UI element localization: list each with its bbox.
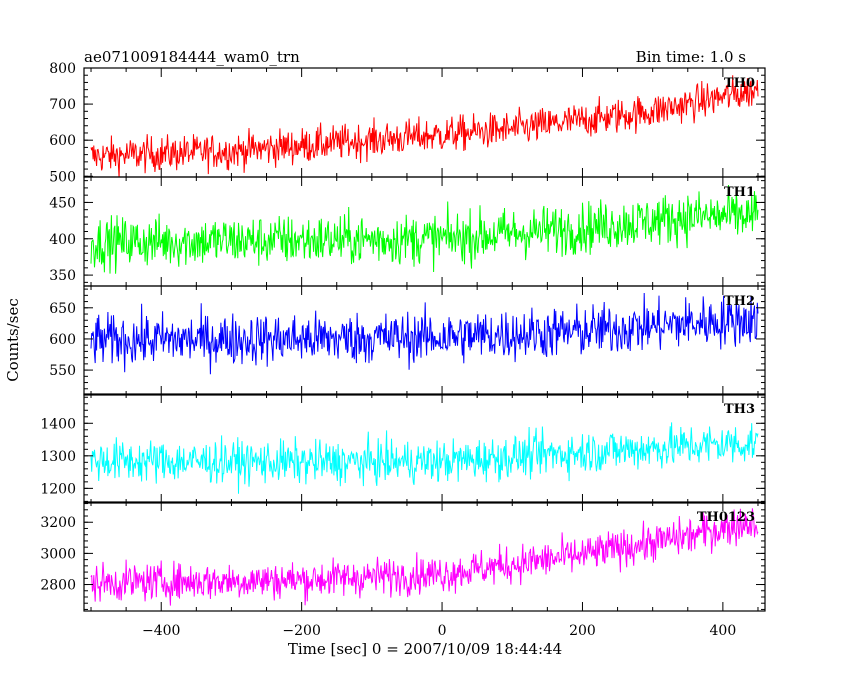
panel-frame	[83, 67, 766, 178]
y-tick-label: 2800	[40, 578, 76, 594]
panel-th1: 350 400 450 TH1	[49, 176, 766, 287]
panel-th2: 550 600 650 TH2	[49, 285, 766, 396]
panel-label-th3: TH3	[724, 402, 755, 417]
panel-label-th2: TH2	[724, 294, 755, 309]
y-tick-label: 500	[49, 169, 76, 185]
panel-label-th1: TH1	[724, 185, 755, 200]
series-line-th2	[90, 292, 759, 375]
y-axis-label: Counts/sec	[4, 298, 22, 382]
y-tick-label: 1300	[40, 449, 76, 465]
y-tick-label: 350	[49, 268, 76, 284]
panel-th0123: 2800 3000 3200 TH0123	[40, 501, 766, 612]
x-tick-label: 400	[710, 623, 737, 639]
x-tick-label: 200	[569, 623, 596, 639]
x-tick-label: 0	[438, 623, 447, 639]
y-tick-label: 700	[49, 97, 76, 113]
y-tick-label: 450	[49, 195, 76, 211]
x-tick-label: −200	[282, 623, 320, 639]
series-line-th3	[90, 422, 759, 494]
panel-frame	[83, 285, 766, 396]
y-tick-label: 600	[49, 133, 76, 149]
y-tick-label: 1200	[40, 481, 76, 497]
y-tick-label: 650	[49, 301, 76, 317]
panel-frame	[83, 501, 766, 612]
bin-time-label: Bin time: 1.0 s	[636, 48, 746, 66]
y-tick-label: 1400	[40, 416, 76, 432]
y-tick-label: 3200	[40, 515, 76, 531]
y-tick-label: 3000	[40, 546, 76, 562]
series-line-th0	[90, 75, 759, 177]
panel-label-th0: TH0	[724, 76, 755, 91]
series-line-th0123	[90, 508, 759, 606]
x-tick-label: −400	[142, 623, 180, 639]
panel-th3: 1200 1300 1400 TH3	[40, 393, 766, 504]
panel-label-th0123: TH0123	[697, 510, 755, 525]
series-line-th1	[90, 184, 759, 274]
y-tick-label: 550	[49, 363, 76, 379]
panel-th0: 500 600 700 800 TH0	[49, 61, 766, 185]
chart-title: ae071009184444_wam0_trn	[84, 48, 300, 66]
y-tick-label: 600	[49, 332, 76, 348]
panels-group: 500 600 700 800 TH0 350 400 450 TH1 550 600 650 TH2 1…	[40, 61, 766, 639]
panel-frame	[83, 393, 766, 504]
x-axis-label: Time [sec] 0 = 2007/10/09 18:44:44	[288, 640, 562, 658]
y-tick-label: 800	[49, 61, 76, 77]
y-tick-label: 400	[49, 232, 76, 248]
